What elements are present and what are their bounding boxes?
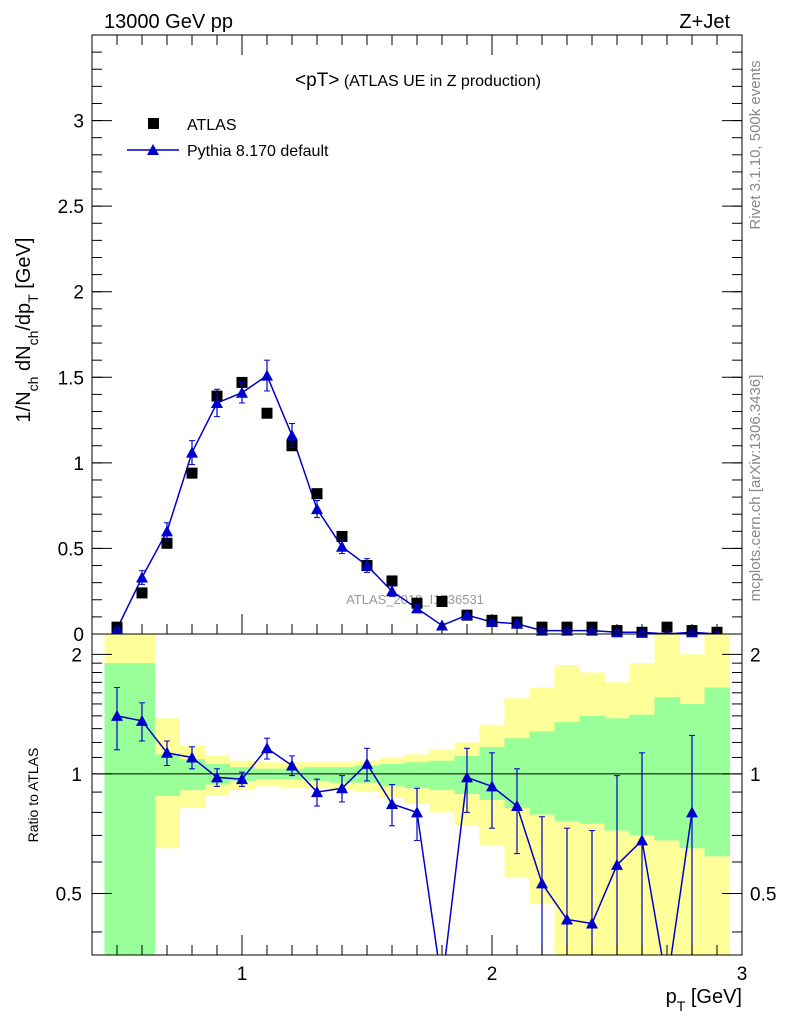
mc-marker (136, 571, 148, 583)
ratio-marker (636, 834, 648, 846)
ratio-marker (561, 913, 573, 925)
ratio-marker (686, 806, 698, 818)
ratio-marker (386, 797, 398, 809)
side-text-mcplots: mcplots.cern.ch [arXiv:1306.3436] (747, 375, 764, 602)
y-tick-label: 1.5 (58, 368, 84, 389)
data-marker (386, 575, 398, 587)
ratio-band-inner (579, 715, 605, 824)
y-tick-label: 2 (73, 283, 84, 304)
data-marker (261, 407, 273, 419)
ratio-marker (411, 806, 423, 818)
mc-marker (511, 617, 523, 629)
mc-marker (161, 525, 173, 537)
ratio-marker (511, 800, 523, 812)
ratio-marker (361, 757, 373, 769)
ratio-marker (611, 858, 623, 870)
chart-title-sub: (ATLAS UE in Z production) (339, 73, 541, 90)
ratio-marker (336, 782, 348, 794)
y-label-subscript: ch (25, 331, 41, 346)
x-tick-label: 1 (237, 964, 248, 985)
mc-marker (461, 609, 473, 621)
mc-marker (186, 446, 198, 458)
mc-marker (236, 386, 248, 398)
y-tick-label: 2.5 (58, 197, 84, 218)
ratio-marker (186, 751, 198, 763)
x-tick-label: 3 (737, 964, 748, 985)
ratio-y-tick-label-right: 1 (750, 765, 761, 786)
ratio-band-inner (654, 697, 680, 841)
data-marker (136, 587, 148, 599)
y-label-text: /dp (13, 303, 35, 331)
ratio-marker (236, 773, 248, 785)
ratio-band-inner (404, 762, 430, 789)
ratio-marker (261, 742, 273, 754)
ratio-y-axis-label: Ratio to ATLAS (25, 748, 41, 843)
x-axis-label: pT [GeV] (666, 986, 742, 1014)
ratio-marker (311, 786, 323, 798)
ratio-band-inner (379, 763, 405, 787)
ratio-marker (136, 714, 148, 726)
side-text-rivet: Rivet 3.1.10, 500k events (747, 60, 764, 229)
mc-marker (411, 602, 423, 614)
mc-marker (261, 369, 273, 381)
data-marker (436, 595, 448, 607)
legend-data-label: ATLAS (187, 117, 237, 134)
data-marker (311, 488, 323, 500)
chart-title: <pT> (ATLAS UE in Z production) (295, 70, 541, 91)
mc-marker (211, 396, 223, 408)
data-marker (336, 530, 348, 542)
mc-marker (336, 540, 348, 552)
y-label-text: [GeV] (13, 238, 35, 295)
y-tick-label: 0 (73, 625, 84, 646)
ratio-mc-line (116, 715, 693, 955)
ratio-band-inner (329, 767, 355, 783)
ratio-marker (111, 709, 123, 721)
ratio-marker (211, 771, 223, 783)
ratio-marker (486, 780, 498, 792)
x-label-text: p (666, 986, 677, 1008)
legend-data-marker (148, 118, 159, 129)
legend-mc-marker (147, 144, 159, 155)
y-tick-label: 1 (73, 454, 84, 475)
legend-mc-label: Pythia 8.170 default (187, 143, 329, 160)
mc-marker (311, 503, 323, 515)
y-label-text: 1/N (13, 391, 35, 422)
data-marker (186, 467, 198, 479)
ratio-y-tick-label: 1 (71, 765, 82, 786)
y-tick-label: 0.5 (58, 539, 84, 560)
ratio-marker (461, 771, 473, 783)
ratio-marker (536, 877, 548, 889)
main-y-axis-label: 1/Nch dNch/dpT [GeV] (13, 238, 41, 423)
ratio-marker (286, 759, 298, 771)
data-marker (161, 537, 173, 549)
ratio-band-inner (554, 722, 580, 822)
mc-marker (361, 559, 373, 571)
x-label-unit: [GeV] (685, 986, 742, 1008)
header-right-label: Z+Jet (679, 11, 730, 33)
chart-title-main: <pT> (295, 70, 339, 91)
y-tick-label: 3 (73, 112, 84, 133)
x-tick-label: 2 (487, 964, 498, 985)
ratio-band-inner (529, 731, 555, 815)
ratio-y-tick-label-right: 0.5 (750, 884, 776, 905)
y-label-subscript: T (25, 294, 41, 303)
x-label-subscript: T (677, 998, 686, 1014)
ratio-band-inner (429, 760, 455, 791)
ratio-y-tick-label: 2 (71, 645, 82, 666)
ratio-band-inner (704, 687, 730, 857)
ratio-marker (161, 746, 173, 758)
header-left-label: 13000 GeV pp (104, 11, 233, 33)
mc-marker (386, 585, 398, 597)
y-label-subscript: ch (25, 377, 41, 392)
mc-marker (286, 429, 298, 441)
ratio-y-tick-label-right: 2 (750, 645, 761, 666)
y-label-text: dN (13, 345, 35, 376)
ratio-y-tick-label: 0.5 (56, 884, 82, 905)
ratio-marker (586, 917, 598, 929)
